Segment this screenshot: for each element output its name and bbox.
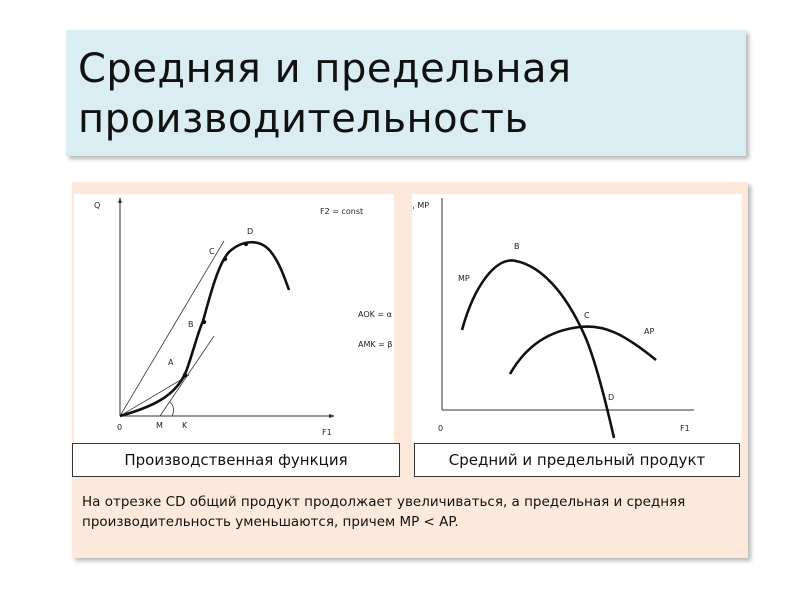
x-axis-arrow	[329, 414, 335, 418]
title-box: Средняя и предельная производительность	[66, 30, 746, 156]
ap-curve	[508, 325, 657, 375]
y-axis-arrow	[118, 197, 122, 203]
tangent-line-at-a	[159, 335, 215, 417]
angle-beta-equation: AMK = β	[358, 340, 393, 349]
point-a-label: A	[168, 358, 174, 367]
average-marginal-product-svg: AP, MP 0 F1 MP AP B C D	[402, 198, 694, 439]
point-b-label: B	[514, 242, 520, 251]
angle-arc	[169, 401, 174, 417]
left-caption: Производственная функция	[72, 443, 400, 477]
ap-curve-label: AP	[644, 327, 654, 336]
page-title: Средняя и предельная производительность	[78, 44, 572, 144]
point-a-marker	[182, 372, 188, 378]
point-k-label: K	[182, 421, 188, 430]
x-axis-label: F1	[322, 428, 332, 437]
point-b-label: B	[188, 320, 194, 329]
point-d-marker	[243, 241, 249, 247]
title-line-1: Средняя и предельная	[78, 46, 572, 92]
origin-label: 0	[117, 423, 122, 432]
average-marginal-product-chart: AP, MP 0 F1 MP AP B C D	[402, 194, 742, 444]
mp-curve-label: MP	[458, 274, 470, 283]
point-d-label: D	[247, 227, 253, 236]
angle-alpha-equation: AOK = α	[358, 310, 392, 319]
content-panel: Q 0 F1 A B C D M K F2 = const AOK = α AM…	[72, 182, 748, 558]
point-m-label: M	[156, 421, 163, 430]
x-axis-label: F1	[680, 424, 690, 433]
point-b-marker	[201, 319, 207, 325]
origin-label: 0	[438, 424, 443, 433]
ray-from-origin-through-a	[119, 374, 190, 417]
title-line-2: производительность	[78, 96, 529, 142]
point-c-label: C	[209, 247, 215, 256]
point-c-label: C	[584, 311, 590, 320]
y-axis-label: Q	[94, 201, 100, 210]
point-c-marker	[222, 256, 228, 262]
ray-from-origin-through-c	[119, 240, 225, 417]
production-function-chart: Q 0 F1 A B C D M K F2 = const AOK = α AM…	[74, 194, 394, 444]
y-axis-label: AP, MP	[412, 201, 429, 210]
point-d-label: D	[608, 393, 614, 402]
mp-curve	[460, 259, 616, 439]
right-caption: Средний и предельный продукт	[414, 443, 740, 477]
production-curve	[119, 240, 291, 418]
condition-label: F2 = const	[320, 207, 363, 216]
production-function-svg: Q 0 F1 A B C D M K F2 = const AOK = α AM…	[94, 197, 393, 437]
explanatory-note: На отрезке CD общий продукт продолжает у…	[82, 494, 686, 530]
